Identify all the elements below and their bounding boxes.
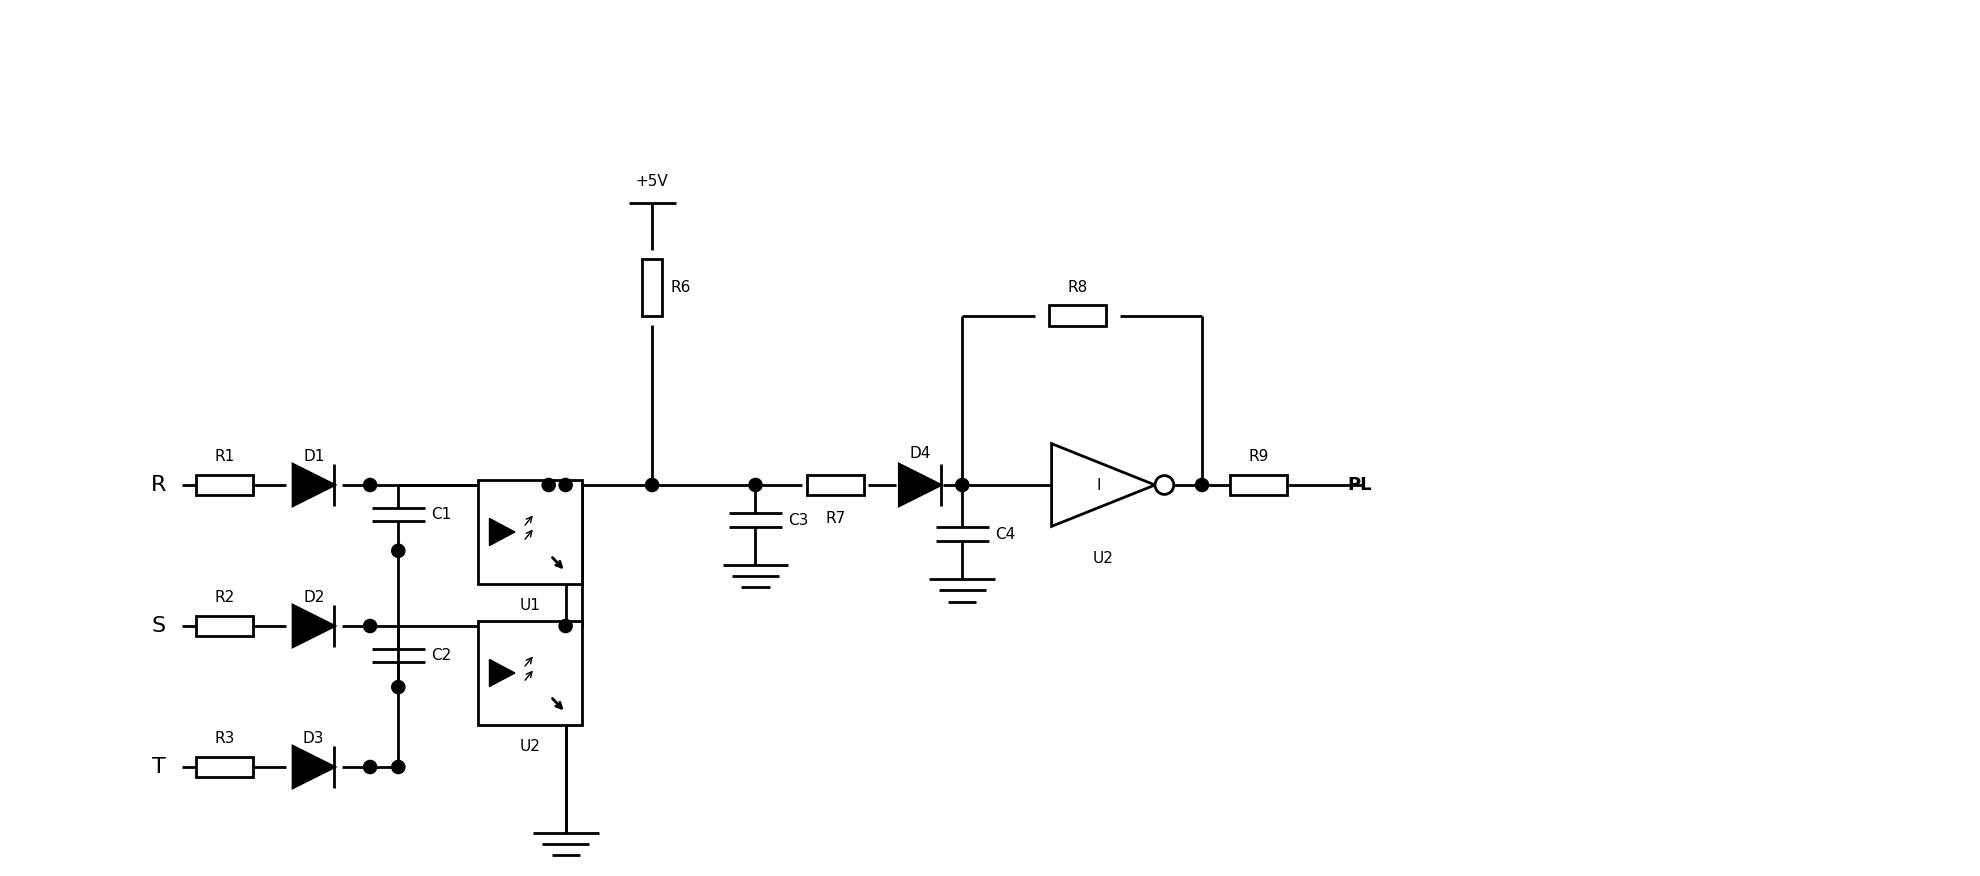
Bar <box>1049 306 1105 326</box>
Bar <box>477 621 582 724</box>
Bar <box>1230 475 1285 495</box>
Polygon shape <box>1051 443 1154 526</box>
Text: R6: R6 <box>671 280 691 295</box>
Polygon shape <box>899 464 940 505</box>
Text: D1: D1 <box>303 449 325 464</box>
Bar <box>196 616 253 636</box>
Bar <box>477 480 582 583</box>
Text: R3: R3 <box>214 731 234 746</box>
Circle shape <box>558 478 572 491</box>
Text: I: I <box>1095 477 1101 492</box>
Text: C4: C4 <box>994 526 1016 542</box>
Text: PL: PL <box>1346 476 1372 494</box>
Text: C2: C2 <box>432 647 451 662</box>
Circle shape <box>543 478 554 491</box>
Text: R8: R8 <box>1067 280 1087 295</box>
Text: D4: D4 <box>909 447 931 462</box>
Circle shape <box>392 760 404 774</box>
Bar <box>196 757 253 777</box>
Text: R: R <box>150 475 166 495</box>
Bar <box>196 475 253 495</box>
Text: D2: D2 <box>303 590 325 605</box>
Polygon shape <box>293 464 335 505</box>
Circle shape <box>645 478 657 491</box>
Circle shape <box>364 760 376 774</box>
Circle shape <box>392 681 404 694</box>
Circle shape <box>1154 476 1174 494</box>
Text: C3: C3 <box>788 512 808 527</box>
Text: U2: U2 <box>1093 551 1113 566</box>
Polygon shape <box>489 660 515 687</box>
Text: +5V: +5V <box>636 174 667 189</box>
Circle shape <box>392 544 404 557</box>
Polygon shape <box>489 519 515 546</box>
Text: C1: C1 <box>432 506 451 521</box>
Text: S: S <box>150 616 166 636</box>
Text: R1: R1 <box>214 449 234 464</box>
Polygon shape <box>293 746 335 788</box>
Text: U2: U2 <box>519 738 541 754</box>
Text: T: T <box>152 757 166 777</box>
Circle shape <box>748 478 762 491</box>
Text: U1: U1 <box>519 597 541 613</box>
Polygon shape <box>293 605 335 646</box>
Text: D3: D3 <box>303 731 325 746</box>
Bar <box>642 259 661 316</box>
Bar <box>806 475 863 495</box>
Circle shape <box>364 619 376 632</box>
Circle shape <box>364 478 376 491</box>
Circle shape <box>1194 478 1208 491</box>
Circle shape <box>954 478 968 491</box>
Text: R2: R2 <box>214 590 234 605</box>
Circle shape <box>558 619 572 632</box>
Text: R9: R9 <box>1247 449 1267 464</box>
Text: R7: R7 <box>826 512 845 526</box>
